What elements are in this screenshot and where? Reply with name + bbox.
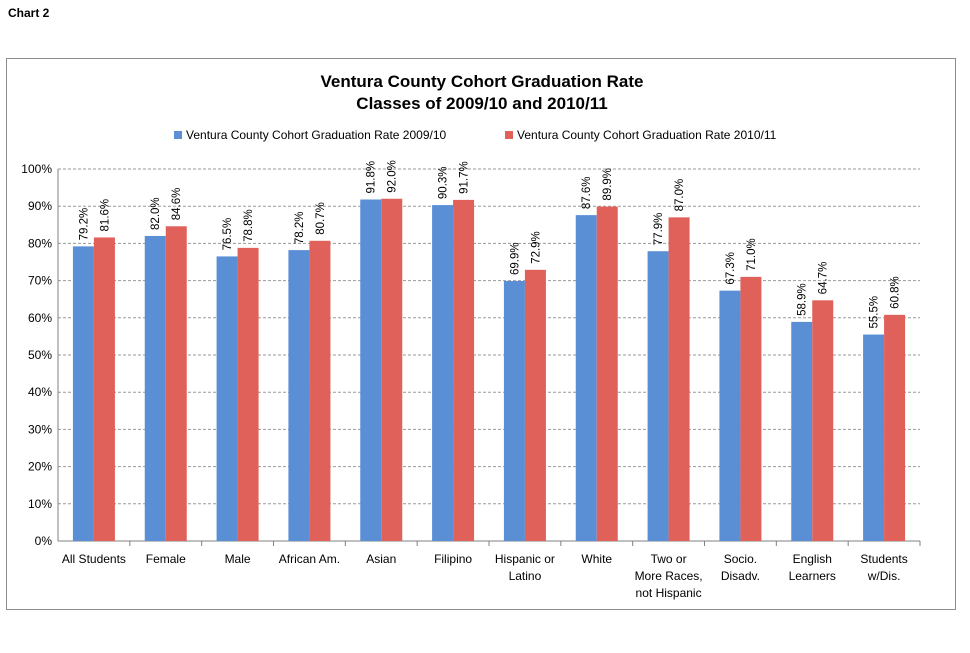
bar xyxy=(381,198,403,541)
data-label: 81.6% xyxy=(99,199,111,232)
data-label: 84.6% xyxy=(171,188,183,221)
data-label: 91.7% xyxy=(459,161,471,194)
x-tick-label: White xyxy=(581,552,612,566)
legend-label: Ventura County Cohort Graduation Rate 20… xyxy=(517,128,777,142)
bar xyxy=(740,276,762,541)
y-tick-label: 100% xyxy=(21,162,52,176)
y-tick-label: 40% xyxy=(28,385,52,399)
x-tick-label: Latino xyxy=(509,569,542,583)
x-tick-label: African Am. xyxy=(279,552,340,566)
bar xyxy=(812,300,834,541)
data-label: 87.6% xyxy=(581,177,593,210)
y-tick-label: 20% xyxy=(28,460,52,474)
bar xyxy=(165,226,187,541)
data-label: 55.5% xyxy=(869,296,881,329)
x-tick-label: English xyxy=(793,552,832,566)
bar xyxy=(863,334,885,541)
y-tick-label: 60% xyxy=(28,311,52,325)
data-label: 72.9% xyxy=(530,231,542,264)
data-label: 64.7% xyxy=(818,262,830,295)
bar xyxy=(288,250,310,541)
y-tick-label: 10% xyxy=(28,497,52,511)
bar xyxy=(503,280,525,541)
data-label: 90.3% xyxy=(438,166,450,199)
bar xyxy=(575,215,597,542)
data-label: 58.9% xyxy=(797,283,809,316)
bar xyxy=(144,235,166,541)
y-tick-label: 70% xyxy=(28,274,52,288)
data-label: 89.9% xyxy=(602,168,614,201)
x-tick-label: w/Dis. xyxy=(867,569,901,583)
data-label: 79.2% xyxy=(78,208,90,241)
legend-label: Ventura County Cohort Graduation Rate 20… xyxy=(186,128,447,142)
x-tick-label: All Students xyxy=(62,552,126,566)
x-tick-label: Learners xyxy=(789,569,836,583)
y-tick-label: 0% xyxy=(35,534,53,548)
data-label: 67.3% xyxy=(725,252,737,285)
data-label: 78.2% xyxy=(294,211,306,244)
y-tick-label: 90% xyxy=(28,199,52,213)
page-label: Chart 2 xyxy=(8,6,50,20)
bar xyxy=(72,246,94,541)
bar xyxy=(360,199,382,541)
y-tick-label: 30% xyxy=(28,422,52,436)
x-tick-label: Socio. xyxy=(724,552,757,566)
bar xyxy=(884,314,906,541)
data-label: 77.9% xyxy=(653,213,665,246)
x-tick-label: not Hispanic xyxy=(636,586,702,600)
bar xyxy=(647,251,669,541)
bar xyxy=(719,290,741,541)
x-tick-label: Two or xyxy=(651,552,687,566)
x-tick-label: Students xyxy=(860,552,907,566)
y-tick-label: 80% xyxy=(28,236,52,250)
legend-swatch xyxy=(174,131,182,139)
bar xyxy=(668,217,690,542)
bar xyxy=(791,321,813,541)
legend-swatch xyxy=(505,131,513,139)
data-label: 82.0% xyxy=(150,197,162,230)
data-label: 92.0% xyxy=(387,160,399,193)
data-label: 78.8% xyxy=(243,209,255,242)
bar xyxy=(432,205,454,542)
bar xyxy=(596,206,618,541)
bar xyxy=(309,240,331,541)
bar xyxy=(524,269,546,541)
y-tick-label: 50% xyxy=(28,348,52,362)
x-tick-label: Asian xyxy=(366,552,396,566)
x-tick-label: Disadv. xyxy=(721,569,760,583)
x-tick-label: Hispanic or xyxy=(495,552,555,566)
data-label: 60.8% xyxy=(890,276,902,309)
data-label: 71.0% xyxy=(746,238,758,271)
data-label: 91.8% xyxy=(366,161,378,194)
data-label: 87.0% xyxy=(674,179,686,212)
x-tick-label: Male xyxy=(225,552,251,566)
x-tick-label: More Races, xyxy=(635,569,703,583)
chart-title-line: Ventura County Cohort Graduation Rate xyxy=(320,72,643,91)
data-label: 80.7% xyxy=(315,202,327,235)
chart-frame: Ventura County Cohort Graduation Rate Cla… xyxy=(6,58,956,610)
data-label: 76.5% xyxy=(222,218,234,251)
bar xyxy=(237,247,259,541)
x-tick-label: Filipino xyxy=(434,552,472,566)
bar xyxy=(453,199,475,541)
data-label: 69.9% xyxy=(509,242,521,275)
bar xyxy=(216,256,238,541)
bar xyxy=(93,237,115,541)
x-tick-label: Female xyxy=(146,552,186,566)
bar-chart: Ventura County Cohort Graduation Rate Cla… xyxy=(21,72,921,600)
chart-title-line: Classes of 2009/10 and 2010/11 xyxy=(356,94,607,113)
